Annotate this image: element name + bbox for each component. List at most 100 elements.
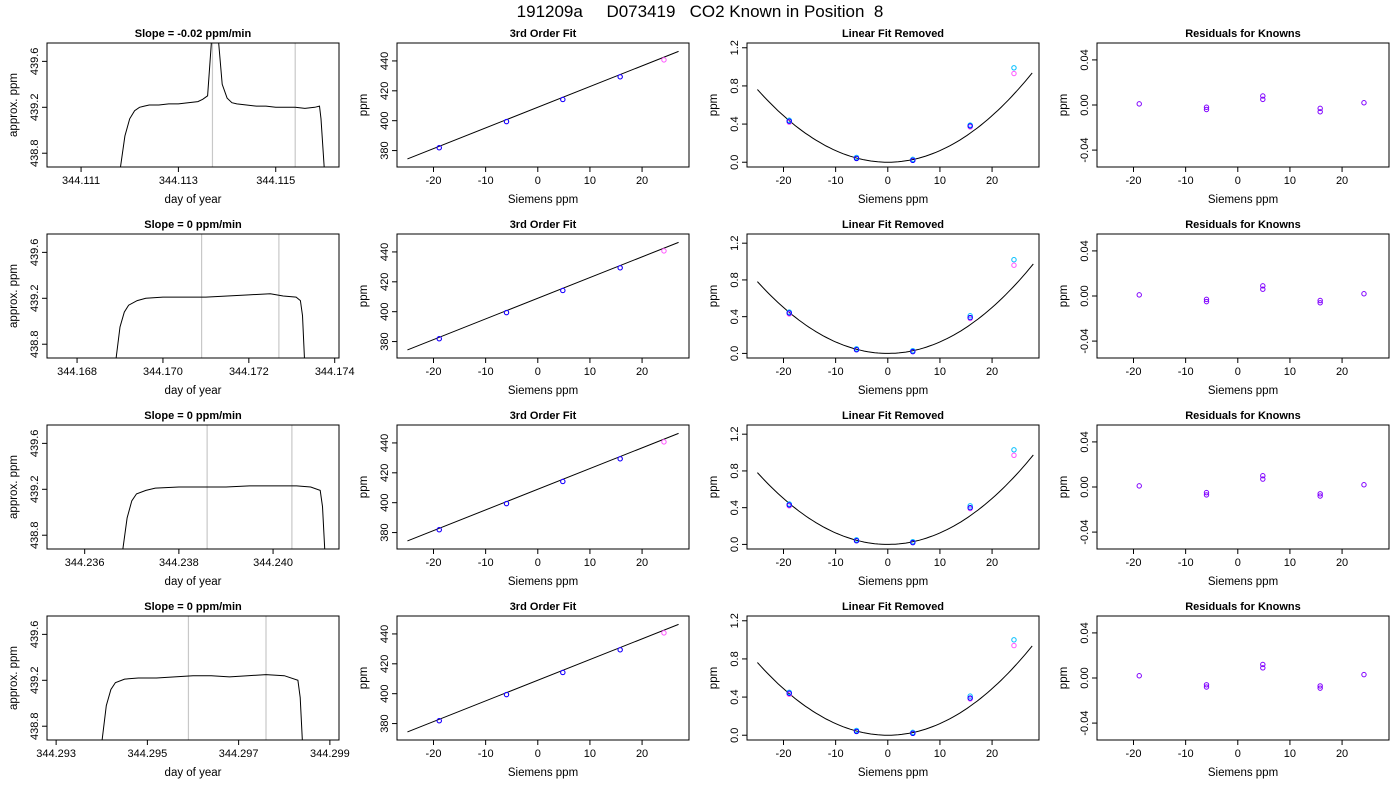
panel-title: Residuals for Knowns (1185, 410, 1301, 422)
x-tick-label: -20 (426, 175, 442, 187)
x-tick-label: 10 (934, 557, 946, 569)
data-point (560, 287, 566, 294)
panel-title: 3rd Order Fit (510, 410, 577, 422)
x-axis-label: Siemens ppm (858, 576, 928, 588)
y-tick-label: 439.6 (29, 48, 41, 76)
data-point (1011, 65, 1017, 71)
plot-frame (46, 615, 340, 741)
panel-3-1: Linear Fit Removed -20 -10 0 10 20 0.0 0.4 0.8 1.… (708, 28, 1040, 206)
y-axis-label: ppm (708, 285, 720, 307)
panel-4-1: Residuals for Knowns -20 -10 0 10 20 -0.04 0.00… (1058, 28, 1390, 206)
data-point (503, 309, 510, 316)
plot-area (757, 447, 1034, 546)
x-tick-label: -10 (478, 175, 494, 187)
x-tick-label: 344.238 (159, 557, 199, 569)
x-tick-label: -20 (426, 748, 442, 760)
y-tick-label: 380 (379, 714, 391, 732)
x-tick-label: 20 (636, 366, 648, 378)
plot-frame (746, 42, 1040, 168)
x-tick-label: -20 (426, 557, 442, 569)
data-point (503, 118, 510, 125)
data-point (1361, 671, 1367, 678)
x-tick-label: 20 (986, 175, 998, 187)
panel-3-4: Linear Fit Removed -20 -10 0 10 20 0.0 0.4 0.8 1.… (708, 601, 1040, 779)
data-point (560, 478, 566, 485)
data-point (967, 503, 973, 509)
y-axis-label: approx. ppm (8, 73, 20, 137)
y-tick-label: 380 (379, 332, 391, 350)
panel-title: Residuals for Knowns (1185, 28, 1301, 40)
data-point (617, 265, 623, 271)
plot-area (407, 623, 679, 733)
data-point (1260, 665, 1266, 671)
data-point (1011, 257, 1017, 263)
data-point (1203, 489, 1210, 496)
x-tick-label: 10 (1284, 557, 1296, 569)
panel-1-1: Slope = -0.02 ppm/min 344.111 344.113 344.1… (8, 28, 340, 206)
data-point (1011, 70, 1017, 77)
x-tick-label: 10 (584, 175, 596, 187)
y-tick-label: 438.8 (29, 139, 41, 167)
data-point (1136, 483, 1142, 489)
x-tick-label: 0 (535, 366, 541, 378)
x-tick-label: 20 (636, 557, 648, 569)
y-axis-label: ppm (708, 476, 720, 498)
x-axis-label: Siemens ppm (858, 194, 928, 206)
plot-area (407, 432, 679, 542)
x-tick-label: 0 (885, 557, 891, 569)
y-axis-label: approx. ppm (8, 646, 20, 710)
y-tick-label: -0.04 (1079, 329, 1091, 354)
x-tick-label: 0 (535, 557, 541, 569)
data-point (910, 348, 916, 355)
x-axis-label: Siemens ppm (858, 767, 928, 779)
y-tick-label: 400 (379, 685, 391, 703)
x-tick-label: 10 (1284, 748, 1296, 760)
data-point (786, 502, 792, 508)
y-tick-label: 400 (379, 303, 391, 321)
x-tick-label: 10 (934, 175, 946, 187)
data-point (967, 123, 973, 129)
plot-area (1136, 473, 1367, 499)
x-tick-label: -10 (478, 366, 494, 378)
y-axis-label: ppm (358, 285, 370, 307)
x-axis-label: Siemens ppm (858, 385, 928, 397)
data-point (1317, 685, 1323, 691)
y-tick-label: 0.00 (1079, 667, 1091, 688)
quadratic-curve (757, 645, 1033, 736)
concentration-trace (101, 674, 303, 740)
fit-line (407, 432, 679, 542)
x-tick-label: 0 (535, 175, 541, 187)
x-tick-label: 344.293 (36, 748, 76, 760)
data-point (853, 155, 860, 162)
x-tick-label: -20 (776, 557, 792, 569)
y-axis-label: ppm (708, 94, 720, 116)
x-tick-label: -10 (1178, 748, 1194, 760)
data-point (1361, 482, 1367, 488)
y-tick-label: 0.8 (729, 651, 741, 666)
plot-area (1136, 93, 1367, 115)
panel-2-1: 3rd Order Fit -20 -10 0 10 20 380 400 420 440 Siem… (358, 28, 690, 206)
x-tick-label: 0 (885, 366, 891, 378)
y-axis-label: approx. ppm (8, 264, 20, 328)
x-tick-label: 344.297 (219, 748, 259, 760)
panel-title: Residuals for Knowns (1185, 601, 1301, 613)
data-point (1203, 682, 1210, 688)
data-point (1260, 93, 1266, 99)
data-point (503, 500, 510, 507)
x-axis-label: Siemens ppm (508, 194, 578, 206)
y-tick-label: 0.4 (729, 309, 741, 324)
fit-line (407, 623, 679, 733)
x-tick-label: -10 (828, 175, 844, 187)
y-tick-label: 0.4 (729, 500, 741, 515)
y-tick-label: 0.8 (729, 272, 741, 287)
data-point (1136, 673, 1142, 679)
panel-title: Slope = -0.02 ppm/min (135, 28, 252, 40)
y-tick-label: 1.2 (729, 236, 741, 251)
x-tick-label: -10 (1178, 557, 1194, 569)
fit-line (407, 50, 679, 160)
data-point (1203, 106, 1210, 113)
panel-4-4: Residuals for Knowns -20 -10 0 10 20 -0.04 0.00… (1058, 601, 1390, 779)
x-tick-label: -20 (1126, 175, 1142, 187)
plot-frame (46, 42, 340, 168)
